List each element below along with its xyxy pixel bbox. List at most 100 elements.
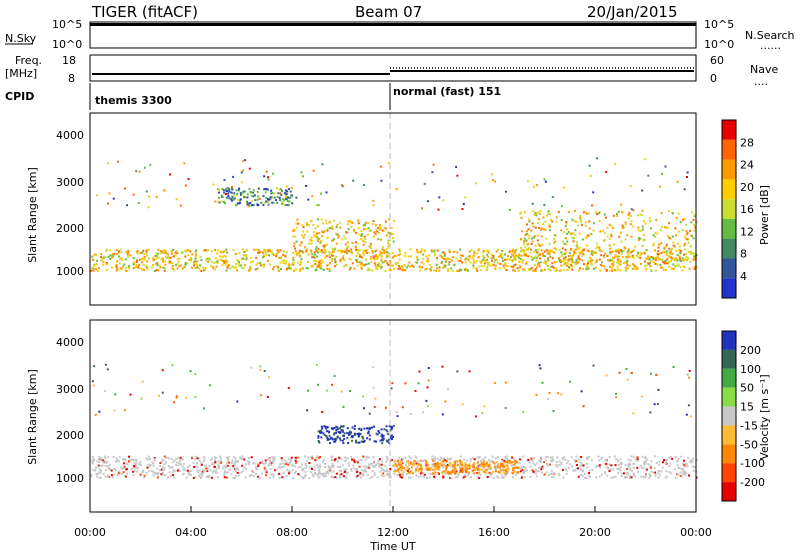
time-axis-label: Time UT bbox=[369, 540, 415, 553]
power-cell bbox=[686, 176, 688, 178]
power-cell bbox=[279, 192, 281, 195]
power-cell bbox=[290, 195, 293, 198]
velocity-cell bbox=[325, 471, 328, 474]
velocity-cell bbox=[648, 476, 651, 479]
velocity-cell bbox=[239, 457, 242, 460]
power-cell bbox=[672, 267, 675, 270]
power-cell bbox=[343, 251, 346, 253]
velocity-cell bbox=[157, 394, 160, 397]
power-cell bbox=[154, 258, 157, 261]
power-cell bbox=[237, 261, 240, 264]
velocity-cell bbox=[118, 471, 121, 474]
velocity-cell bbox=[386, 433, 389, 436]
power-cell bbox=[119, 258, 122, 261]
power-cell bbox=[633, 264, 636, 267]
velocity-cell bbox=[202, 472, 205, 475]
velocity-cell bbox=[687, 456, 690, 459]
velocity-cell bbox=[143, 476, 146, 479]
power-cell bbox=[648, 263, 651, 266]
power-cell bbox=[650, 227, 652, 230]
power-cell bbox=[599, 269, 602, 272]
power-cell bbox=[312, 231, 315, 234]
power-cell bbox=[640, 252, 643, 255]
power-cell bbox=[545, 237, 548, 240]
velocity-cell bbox=[414, 470, 417, 473]
velocity-cell bbox=[202, 459, 205, 462]
power-cell bbox=[560, 229, 563, 232]
power-cell bbox=[242, 257, 245, 260]
power-cell bbox=[570, 254, 573, 257]
velocity-cell bbox=[510, 461, 513, 464]
velocity-cell bbox=[466, 471, 469, 474]
velocity-cell bbox=[432, 463, 435, 466]
velocity-cell bbox=[500, 469, 502, 472]
power-cell bbox=[358, 253, 361, 256]
velocity-cell bbox=[433, 456, 436, 459]
power-cell bbox=[351, 262, 354, 265]
power-cell bbox=[654, 258, 657, 261]
velocity-cell bbox=[386, 440, 389, 443]
power-cell bbox=[322, 231, 325, 234]
velocity-cell bbox=[615, 396, 618, 399]
velocity-cell bbox=[453, 466, 456, 468]
power-cell bbox=[432, 250, 435, 253]
power-cell bbox=[433, 249, 436, 252]
power-cell bbox=[352, 179, 355, 182]
power-cell bbox=[549, 218, 552, 221]
power-cell bbox=[286, 198, 288, 201]
power-cell bbox=[360, 261, 363, 264]
velocity-cell bbox=[145, 471, 148, 474]
velocity-cell bbox=[460, 468, 463, 471]
velocity-cell bbox=[189, 370, 192, 373]
velocity-cell bbox=[479, 459, 482, 462]
velocity-cell bbox=[104, 457, 107, 459]
velocity-cell bbox=[196, 469, 199, 472]
power-cell bbox=[383, 226, 386, 229]
velocity-cell bbox=[666, 475, 668, 478]
power-cell bbox=[513, 249, 516, 252]
velocity-cell bbox=[363, 407, 365, 410]
power-cell bbox=[240, 264, 243, 267]
velocity-cell bbox=[550, 460, 553, 463]
velocity-cell bbox=[164, 474, 167, 477]
power-cell bbox=[389, 260, 392, 262]
power-cell bbox=[527, 228, 530, 231]
power-cbar-label: Power [dB] bbox=[758, 185, 771, 245]
power-cell bbox=[620, 249, 623, 252]
velocity-cell bbox=[503, 460, 506, 462]
power-cell bbox=[143, 166, 146, 169]
velocity-cell bbox=[125, 462, 128, 465]
power-cell bbox=[680, 260, 682, 262]
velocity-cell bbox=[366, 473, 369, 476]
velocity-cbar-frame bbox=[721, 330, 737, 502]
velocity-cell bbox=[435, 467, 438, 470]
velocity-cell bbox=[123, 465, 126, 468]
power-cell bbox=[159, 249, 162, 252]
power-cell bbox=[243, 251, 246, 253]
power-cell bbox=[590, 252, 593, 255]
power-cell bbox=[225, 187, 227, 190]
velocity-cell bbox=[422, 472, 425, 475]
power-cell bbox=[412, 265, 415, 268]
velocity-cell bbox=[619, 465, 622, 468]
power-cell bbox=[132, 261, 135, 264]
velocity-ylabel: Slant Range [km] bbox=[26, 369, 39, 465]
velocity-cell bbox=[316, 383, 319, 386]
velocity-cell bbox=[662, 461, 664, 464]
velocity-cell bbox=[177, 456, 180, 459]
velocity-cell bbox=[299, 465, 302, 468]
velocity-cell bbox=[104, 475, 107, 478]
velocity-cell bbox=[427, 467, 430, 470]
time-tick-label: 16:00 bbox=[478, 526, 510, 539]
velocity-cell bbox=[417, 382, 420, 385]
power-cell bbox=[317, 260, 320, 263]
power-cell bbox=[453, 250, 456, 253]
power-cell bbox=[346, 252, 349, 255]
power-cell bbox=[223, 250, 226, 253]
power-cell bbox=[156, 262, 159, 265]
power-cell bbox=[640, 214, 643, 217]
power-cell bbox=[652, 244, 655, 247]
power-cell bbox=[654, 262, 657, 265]
velocity-cell bbox=[448, 471, 451, 474]
power-cell bbox=[603, 256, 606, 259]
